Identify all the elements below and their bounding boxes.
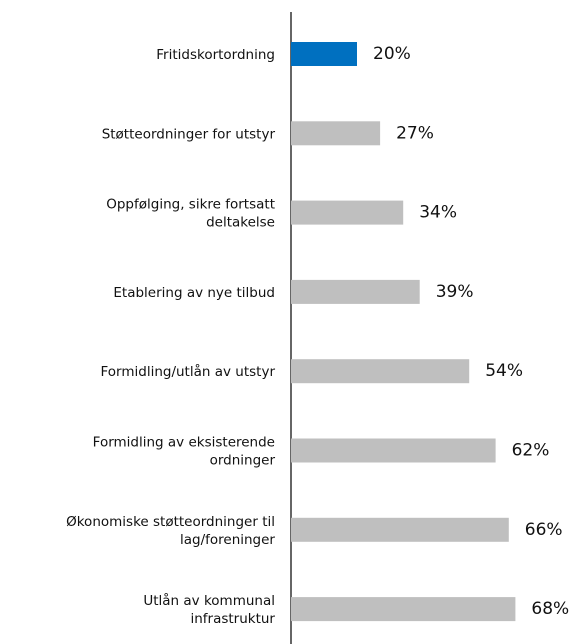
value-label: 34%: [419, 203, 457, 223]
category-label: Formidling av eksisterende ordninger: [93, 435, 276, 469]
value-label: 54%: [485, 361, 523, 381]
bar: [291, 200, 404, 225]
bar: [291, 42, 357, 66]
category-label: Utlån av kommunal infrastruktur: [143, 592, 275, 627]
value-label: 20%: [373, 44, 411, 64]
category-label: Formidling/utlån av utstyr: [101, 363, 276, 380]
bar: [291, 597, 516, 622]
bar: [291, 438, 496, 463]
category-label: Økonomiske støtteordninger til lag/foreni…: [66, 514, 275, 548]
value-label: 66%: [525, 520, 563, 540]
bar: [291, 517, 509, 542]
category-label: Etablering av nye tilbud: [113, 285, 275, 301]
value-label: 62%: [512, 441, 550, 461]
bar: [291, 359, 470, 384]
value-label: 27%: [396, 123, 434, 143]
bar: [291, 121, 381, 146]
value-label: 68%: [531, 599, 569, 619]
category-label: Oppfølging, sikre fortsatt deltakelse: [106, 197, 275, 231]
value-label: 39%: [436, 282, 474, 302]
category-label: Fritidskortordning: [156, 47, 275, 63]
category-label: Støtteordninger for utstyr: [102, 126, 276, 142]
bar: [291, 279, 420, 304]
